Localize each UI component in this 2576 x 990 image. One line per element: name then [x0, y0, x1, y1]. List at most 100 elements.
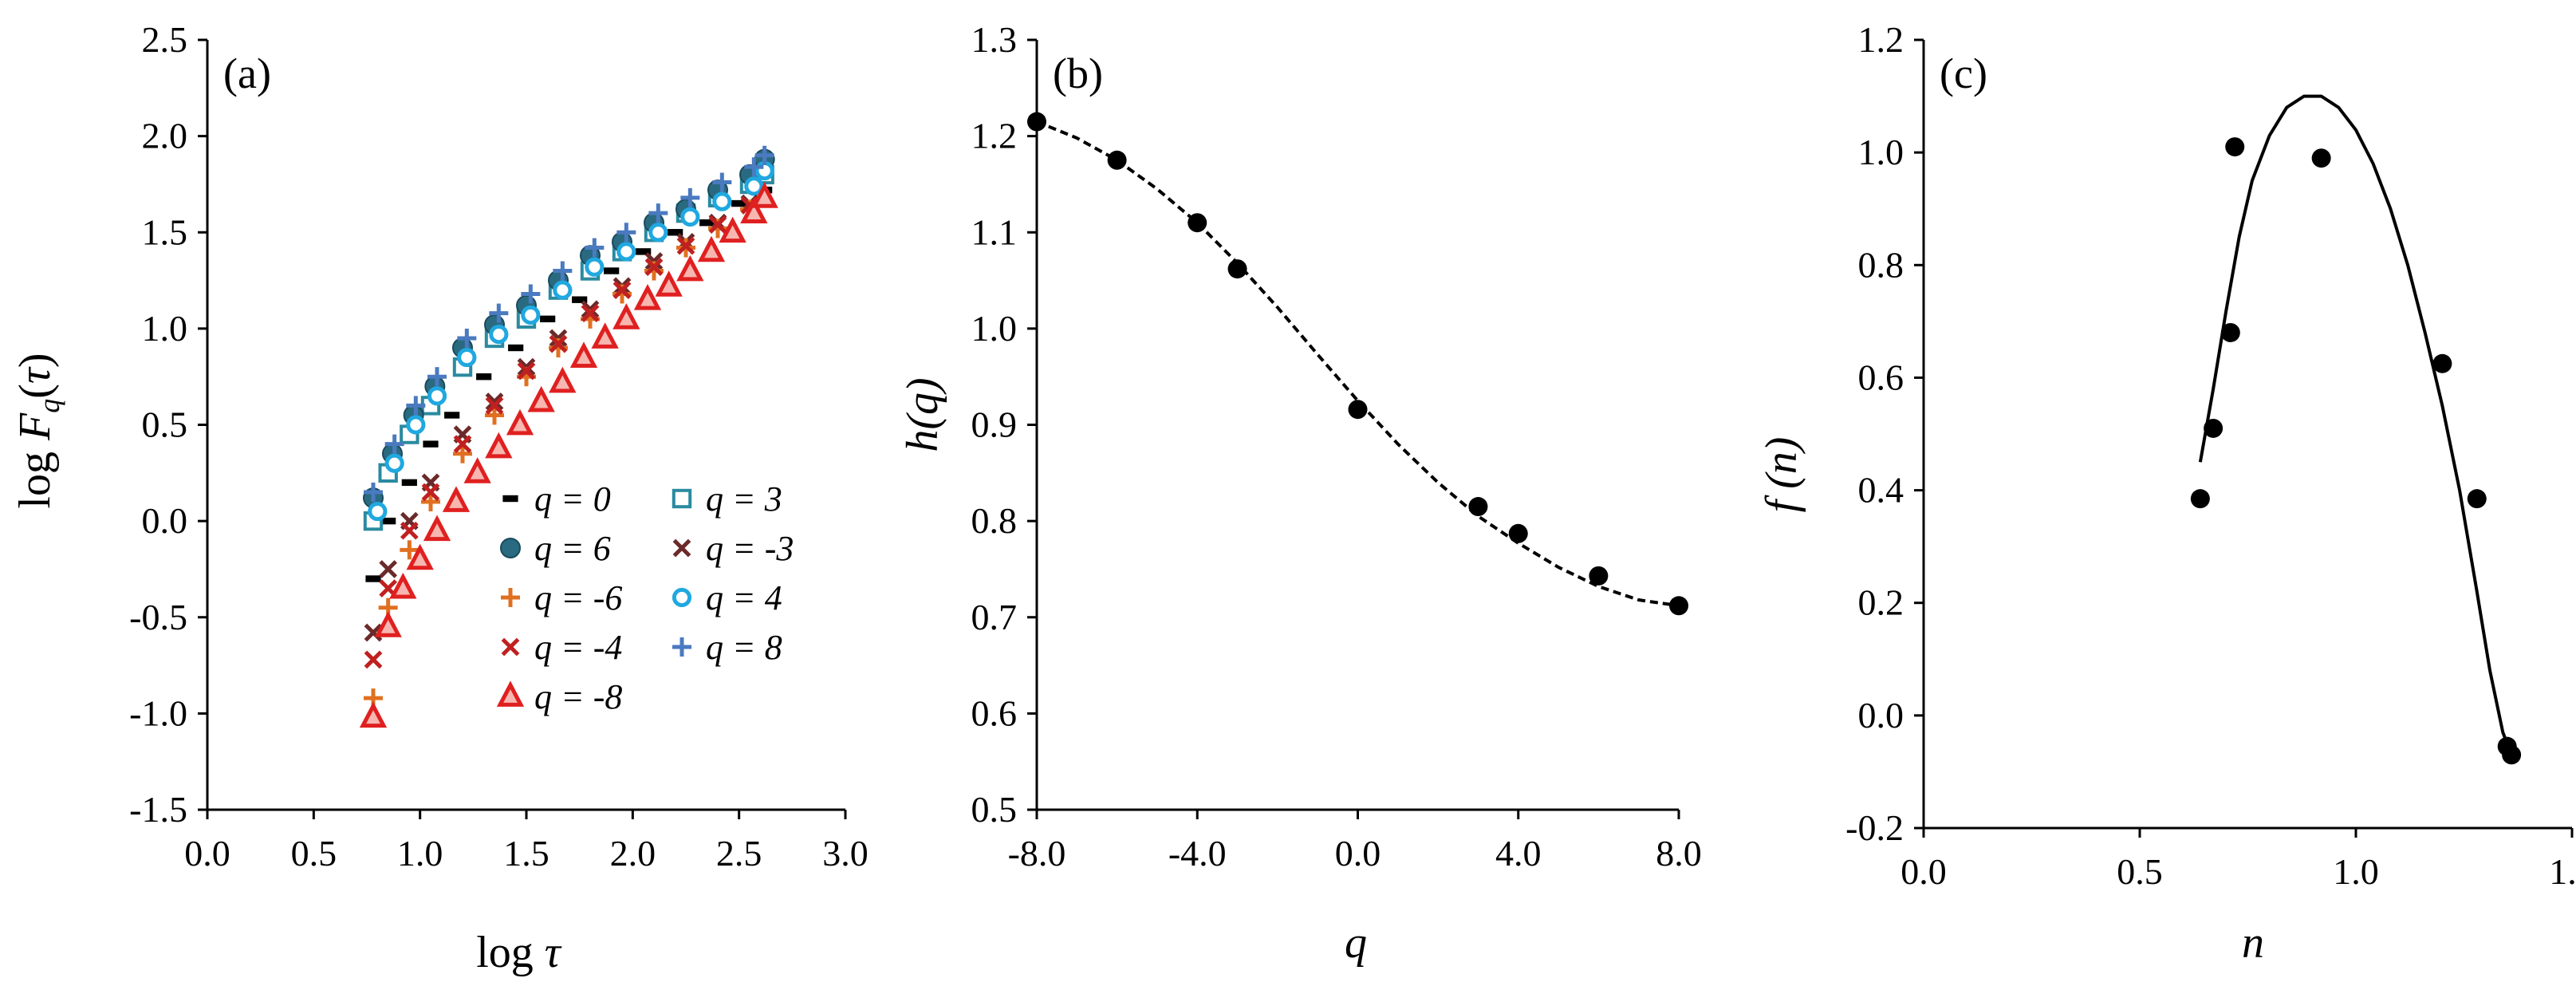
data-point	[2204, 418, 2223, 438]
panel-a: (a) -1.5-1.0-0.50.00.51.01.52.02.5 0.0 0.…	[10, 19, 869, 977]
y-tick-label: 0.9	[971, 404, 1018, 445]
data-point	[1188, 213, 1207, 233]
data-point	[668, 229, 683, 236]
y-tick-label: 2.0	[142, 116, 188, 156]
y-tick-label: -1.5	[129, 789, 187, 830]
series-q-eq-8	[364, 145, 774, 502]
data-point	[699, 219, 715, 227]
y-tick-label: 0.6	[1858, 357, 1904, 397]
legend-entry-label: q = -6	[534, 578, 622, 617]
data-point	[572, 296, 588, 303]
data-point	[549, 329, 568, 348]
data-point	[384, 453, 404, 473]
data-point	[2467, 489, 2487, 509]
y-tick-label: 1.3	[971, 19, 1018, 60]
data-point	[591, 322, 619, 349]
legend-entry-label: q = 6	[534, 529, 611, 568]
x-tick-label: 0.0	[1900, 851, 1947, 892]
data-point	[384, 434, 404, 454]
data-point	[1107, 150, 1127, 170]
data-point	[581, 300, 600, 319]
panel-b-x-ticks: -8.0 -4.0 0.0 4.0 8.0	[1008, 833, 1702, 874]
data-point	[644, 261, 664, 281]
panel-c-marks	[2190, 94, 2522, 765]
data-point	[672, 488, 692, 509]
data-point	[427, 386, 447, 406]
data-point	[719, 216, 746, 243]
data-point	[517, 357, 536, 377]
data-point	[1227, 259, 1247, 279]
data-point	[501, 637, 520, 657]
x-tick-label: 0.0	[184, 833, 230, 874]
data-point	[633, 284, 662, 310]
panel-c-x-axis-label: n	[2242, 918, 2264, 968]
panel-c-x-ticks: 0.0 0.5 1.0 1.5	[1900, 851, 2576, 892]
data-point	[1468, 497, 1488, 517]
data-point	[648, 203, 668, 223]
data-point	[697, 235, 726, 262]
legend-entry-label: q = -8	[534, 677, 622, 716]
data-point	[406, 415, 426, 435]
data-point	[457, 328, 477, 348]
panel-a-marks	[359, 145, 778, 728]
panel-c-label: (c)	[1940, 49, 1987, 97]
data-point	[644, 252, 664, 270]
data-point	[365, 575, 381, 582]
x-tick-label: 4.0	[1495, 833, 1542, 874]
data-point	[453, 444, 472, 463]
x-tick-label: 2.0	[610, 833, 656, 874]
data-point	[506, 408, 534, 436]
data-point	[2311, 148, 2331, 168]
data-point	[485, 405, 504, 425]
data-point	[754, 145, 774, 165]
y-tick-label: 0.0	[1858, 695, 1904, 736]
y-tick-label: 0.8	[1858, 244, 1904, 285]
data-point	[672, 538, 691, 558]
data-point	[400, 521, 419, 540]
data-point	[616, 242, 636, 262]
data-point	[553, 261, 573, 281]
data-point	[1027, 112, 1046, 132]
panel-b-x-axis-label: q	[1345, 918, 1367, 968]
data-point	[508, 344, 524, 352]
data-point	[500, 538, 521, 558]
data-point	[380, 517, 396, 525]
data-point	[680, 187, 700, 207]
data-point	[744, 157, 764, 177]
data-point	[485, 392, 504, 411]
x-tick-label: 1.0	[2333, 851, 2379, 892]
data-point	[423, 515, 451, 542]
data-point	[731, 199, 747, 207]
panel-c: (c) -0.20.00.20.40.60.81.01.2 0.0 0.5 1.0 1…	[1757, 19, 2576, 968]
legend-entry-label: q = 8	[706, 628, 782, 667]
x-tick-label: 2.5	[716, 833, 762, 874]
data-point	[672, 637, 691, 657]
legend-entry-label: q = 0	[534, 479, 611, 519]
data-point	[676, 236, 695, 255]
panel-a-legend: q = 0 q = 6 q = -6 q = -4 q = -8 q = 3 q = -3 q…	[496, 479, 794, 716]
data-point	[453, 435, 472, 453]
y-tick-label: 0.5	[142, 404, 188, 445]
y-tick-label: 0.6	[971, 692, 1018, 733]
data-point	[421, 483, 440, 502]
data-point	[2502, 745, 2522, 765]
x-tick-label: 1.0	[397, 833, 443, 874]
panel-a-label: (a)	[223, 49, 271, 97]
data-point	[2432, 353, 2452, 373]
data-point	[521, 305, 541, 325]
data-point	[444, 412, 460, 419]
data-point	[750, 182, 778, 208]
data-point	[517, 361, 536, 381]
data-point	[712, 172, 732, 192]
data-point	[540, 315, 556, 323]
data-point	[549, 338, 568, 357]
data-point	[442, 486, 471, 512]
data-point	[612, 303, 640, 329]
y-tick-label: 0.5	[971, 789, 1018, 830]
data-point	[463, 457, 491, 483]
data-point	[636, 248, 652, 255]
data-point	[676, 254, 704, 282]
data-point	[2190, 489, 2210, 509]
data-point	[485, 396, 504, 415]
